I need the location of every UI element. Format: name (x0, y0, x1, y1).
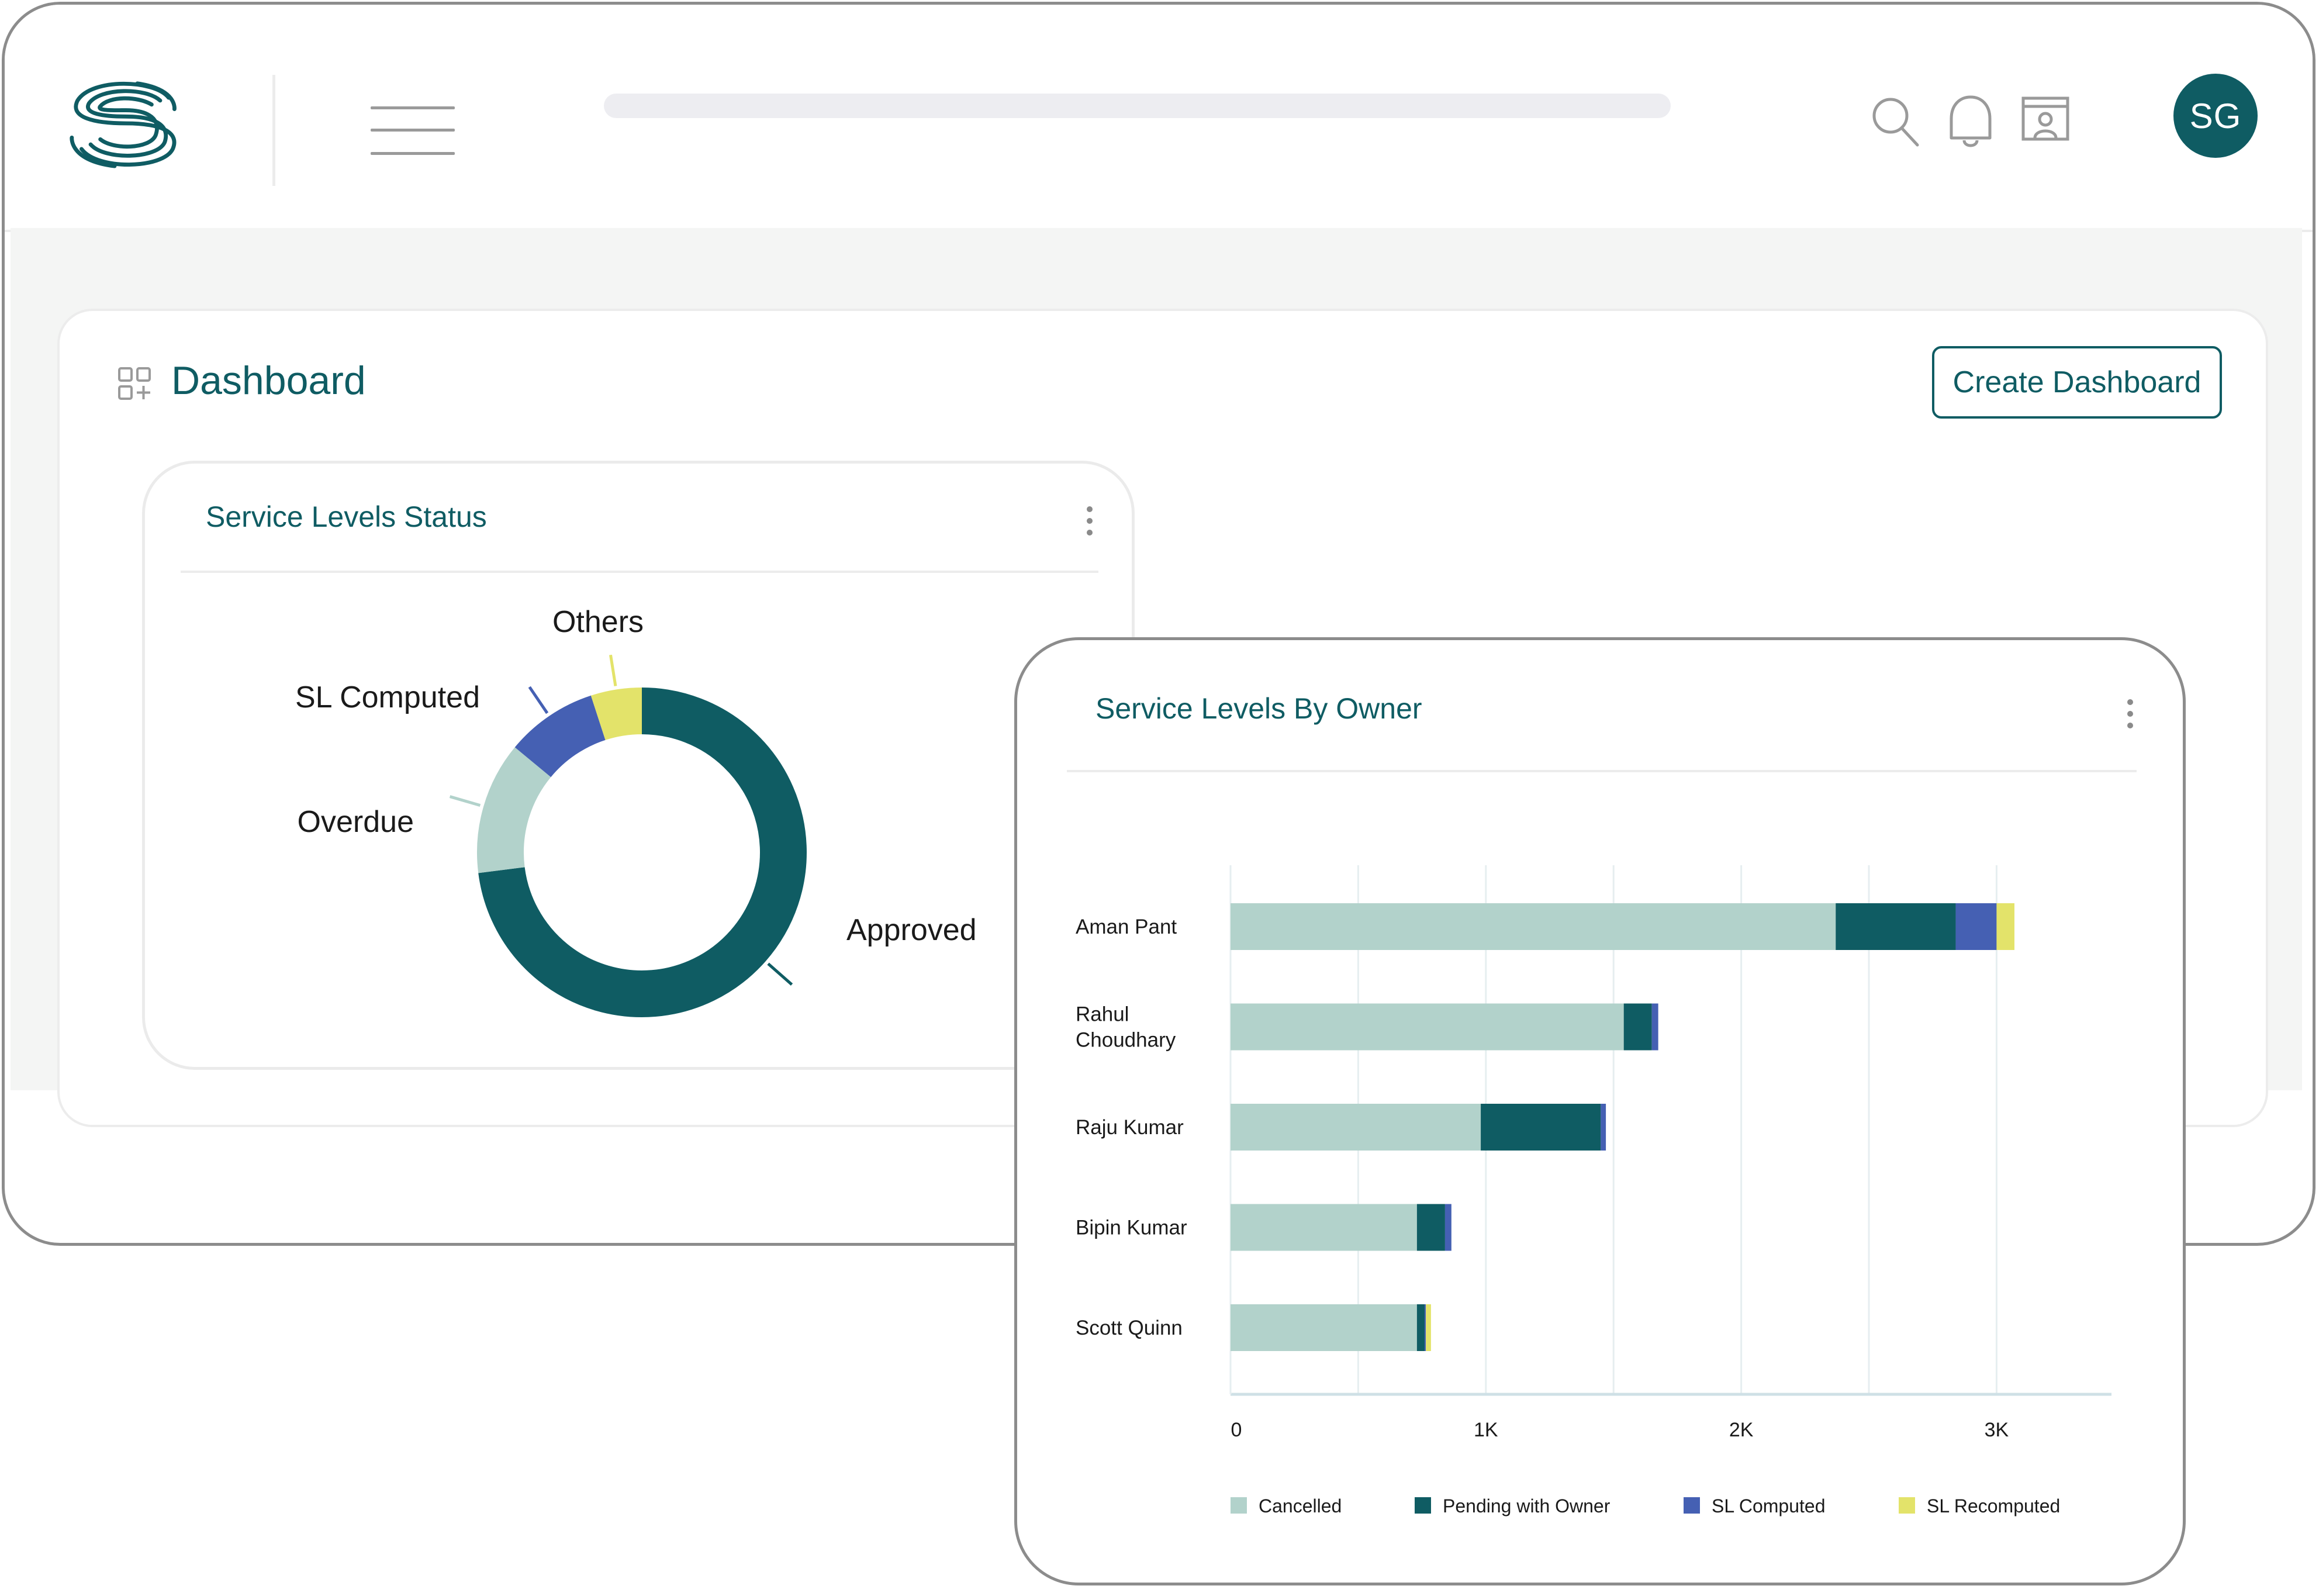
address-bar[interactable] (604, 94, 1671, 118)
donut-leader-line (609, 654, 617, 686)
bar-segment (1424, 1304, 1426, 1351)
legend-label: SL Computed (1712, 1495, 1825, 1516)
category-label: Raju Kumar (1076, 1116, 1184, 1139)
bar-segment (1955, 903, 1997, 950)
service-levels-by-owner-card: Service Levels By Owner 0 1K 2K 3K Aman Pant… (1014, 637, 2186, 1585)
donut-label: Approved (846, 913, 977, 947)
bar-segment (1416, 1204, 1445, 1251)
search-icon[interactable] (1869, 92, 1922, 151)
bar-segment (1231, 903, 1836, 950)
category-label: Aman Pant (1076, 916, 1177, 938)
bar-segment (1651, 1003, 1658, 1051)
bar-segment (1601, 1104, 1606, 1151)
card-divider (1067, 770, 2137, 772)
legend-swatch (1684, 1497, 1700, 1514)
bar-segment (1231, 1003, 1624, 1051)
donut-slice-sl-computed (514, 695, 606, 778)
x-tick-label: 0 (1231, 1419, 1242, 1441)
bar-segment (1416, 1304, 1425, 1351)
donut-label: SL Computed (295, 680, 480, 714)
donut-slice-others (590, 688, 642, 741)
brand-logo-icon[interactable] (69, 74, 183, 173)
donut-leader-line (449, 795, 481, 807)
header-divider (272, 75, 275, 186)
legend-label: Pending with Owner (1443, 1495, 1610, 1516)
x-tick-label: 1K (1474, 1419, 1498, 1441)
donut-slice-approved (478, 688, 807, 1017)
avatar[interactable]: SG (2173, 74, 2258, 158)
legend-swatch (1231, 1497, 1247, 1514)
category-label: Rahul (1076, 1003, 1129, 1026)
donut-leader-line (767, 962, 793, 986)
x-tick-label: 2K (1729, 1419, 1754, 1441)
legend-swatch (1899, 1497, 1915, 1514)
profile-window-icon[interactable] (2020, 92, 2072, 151)
legend-label: Cancelled (1259, 1495, 1342, 1516)
card-title: Service Levels By Owner (1095, 692, 1422, 725)
card-title: Service Levels Status (206, 500, 487, 533)
owner-bar-chart: 0 1K 2K 3K Aman Pant Rahul Choudhary Raju Kumar… (1076, 865, 2111, 1516)
dashboard-grid-icon (118, 367, 151, 400)
status-donut-chart: Approved Overdue SL Computed Others (295, 605, 977, 1017)
more-options-icon[interactable] (2121, 696, 2138, 731)
donut-leader-line (528, 686, 549, 714)
bar-segment (1623, 1003, 1652, 1051)
donut-label: Overdue (298, 805, 414, 839)
bar-segment (1231, 1104, 1481, 1151)
donut-label: Others (552, 605, 644, 639)
x-tick-label: 3K (1985, 1419, 2009, 1441)
donut-slice-overdue (477, 747, 551, 873)
create-dashboard-button[interactable]: Create Dashboard (1932, 346, 2222, 419)
more-options-icon[interactable] (1080, 503, 1098, 538)
bar-segment (1231, 1304, 1417, 1351)
category-label: Bipin Kumar (1076, 1217, 1187, 1239)
hamburger-menu-icon[interactable] (371, 103, 455, 159)
category-label: Choudhary (1076, 1029, 1176, 1052)
bar-segment (1231, 1204, 1417, 1251)
top-bar: SG (5, 5, 2313, 232)
card-divider (181, 571, 1098, 573)
legend-label: SL Recomputed (1927, 1495, 2060, 1516)
bell-icon[interactable] (1944, 92, 1997, 151)
page-title: Dashboard (171, 358, 366, 403)
bar-segment (1426, 1304, 1431, 1351)
bar-segment (1836, 903, 1956, 950)
bar-segment (1996, 903, 2015, 950)
legend-swatch (1415, 1497, 1431, 1514)
bar-segment (1444, 1204, 1451, 1251)
bar-segment (1481, 1104, 1601, 1151)
service-levels-status-card: Service Levels Status Approved Overdue SL … (142, 461, 1135, 1070)
category-label: Scott Quinn (1076, 1317, 1183, 1339)
